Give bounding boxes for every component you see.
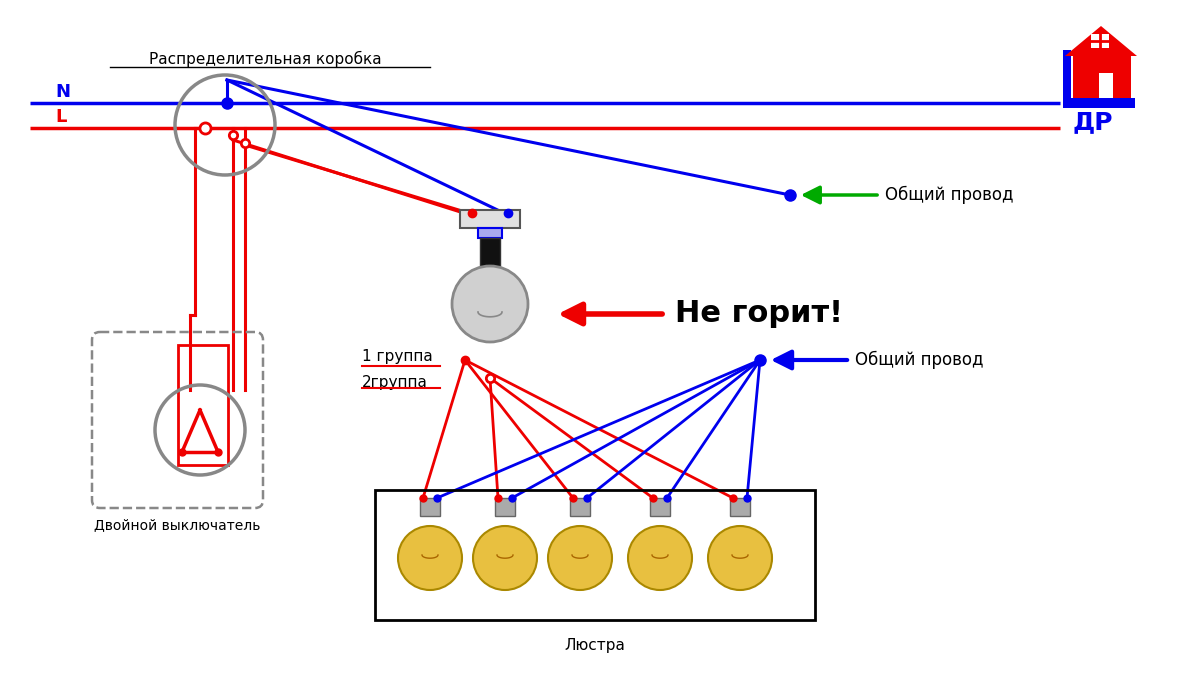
Circle shape <box>548 526 612 590</box>
Text: Общий провод: Общий провод <box>886 186 1014 204</box>
Bar <box>1091 34 1109 48</box>
Circle shape <box>708 526 772 590</box>
Circle shape <box>398 526 462 590</box>
Circle shape <box>473 526 538 590</box>
Text: ДР: ДР <box>1073 110 1114 134</box>
Text: Люстра: Люстра <box>564 638 625 653</box>
Text: Двойной выключатель: Двойной выключатель <box>95 518 260 532</box>
Bar <box>1099 73 1114 98</box>
Bar <box>178 345 228 465</box>
Circle shape <box>628 526 692 590</box>
Bar <box>496 498 515 516</box>
Text: Распределительная коробка: Распределительная коробка <box>149 51 382 67</box>
Bar <box>730 498 750 516</box>
Text: 1 группа: 1 группа <box>362 348 433 364</box>
Bar <box>420 498 440 516</box>
Bar <box>1063 98 1135 108</box>
Text: 2группа: 2группа <box>362 375 428 389</box>
Bar <box>570 498 590 516</box>
Bar <box>1073 56 1132 98</box>
Bar <box>374 490 815 620</box>
Circle shape <box>452 266 528 342</box>
Bar <box>480 238 500 266</box>
Text: N: N <box>55 83 70 101</box>
Text: Общий провод: Общий провод <box>854 351 984 369</box>
Text: Не горит!: Не горит! <box>674 300 842 329</box>
Bar <box>650 498 670 516</box>
Bar <box>460 210 520 228</box>
Bar <box>478 228 502 238</box>
Polygon shape <box>1066 26 1138 56</box>
Text: L: L <box>55 108 66 126</box>
Bar <box>1063 50 1072 108</box>
